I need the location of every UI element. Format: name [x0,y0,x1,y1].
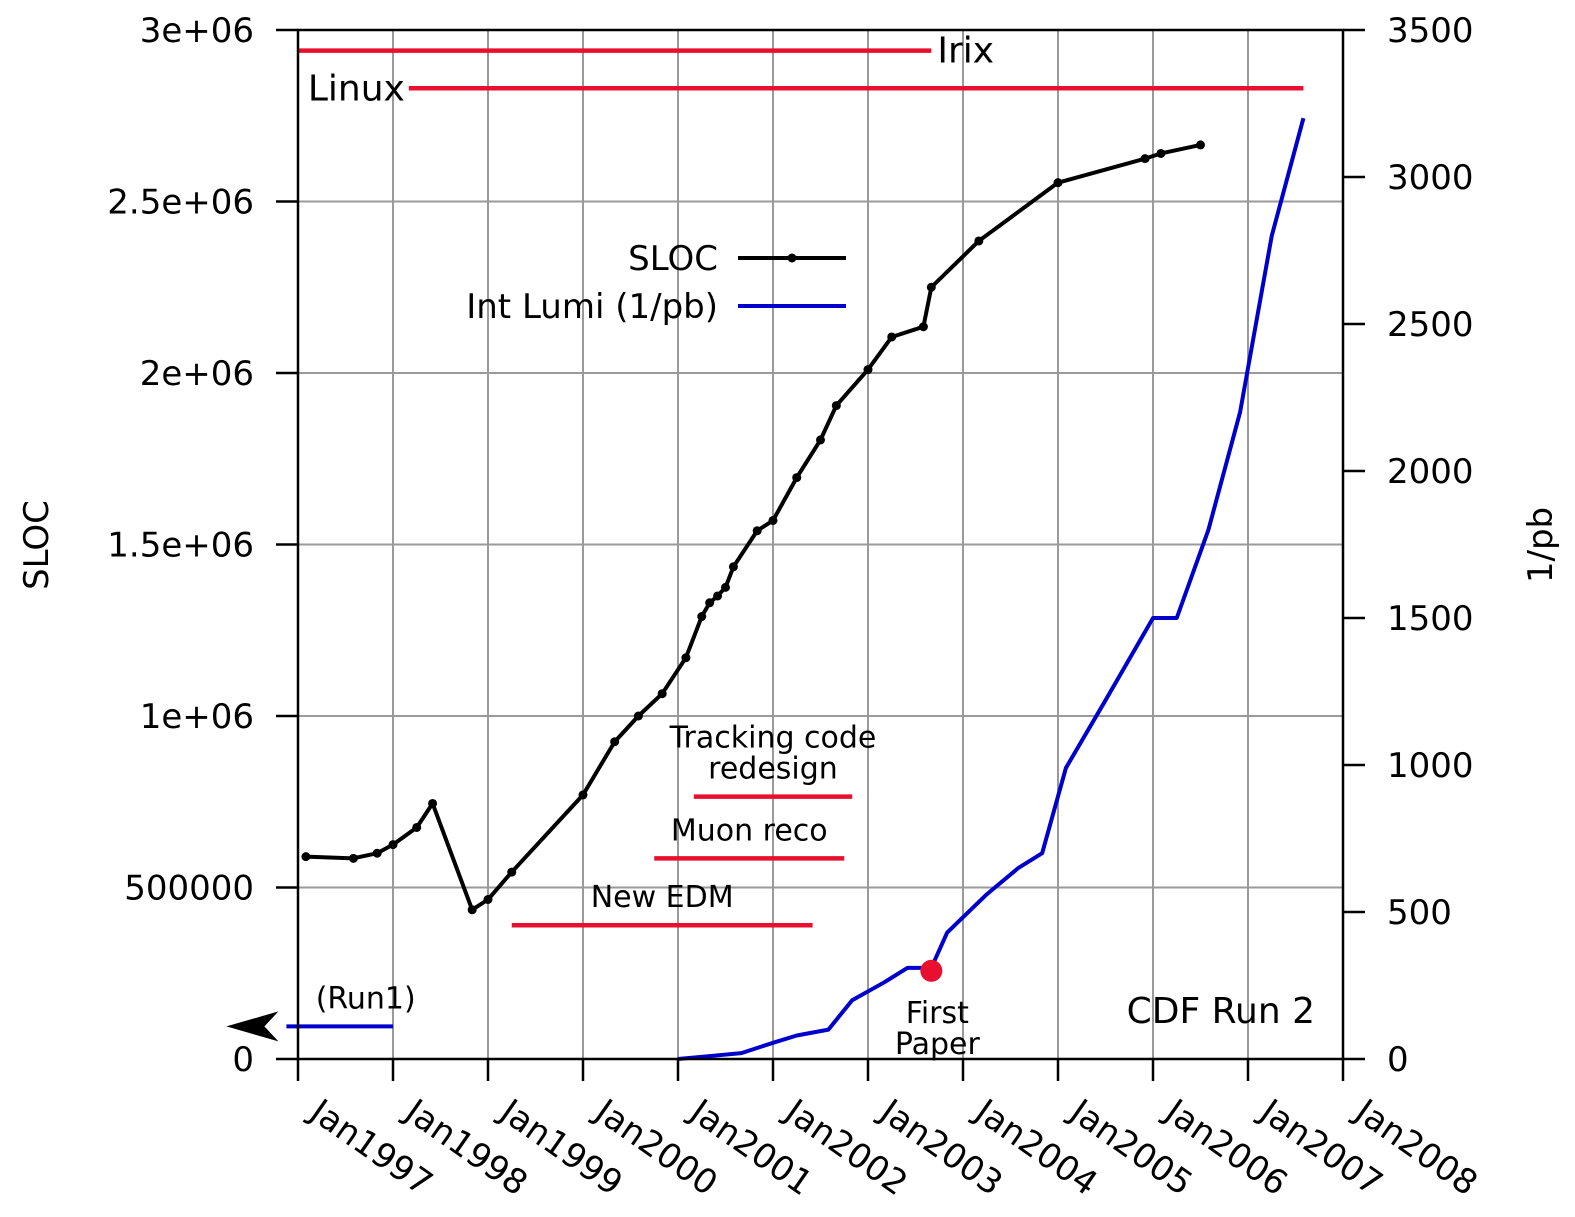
sloc-point [388,840,398,850]
legend-marker [787,253,797,263]
sloc-point [863,365,873,375]
y-left-tick-label: 1.5e+06 [107,526,254,566]
legend: SLOC Int Lumi (1/pb) [466,239,846,327]
int-lumi-1-pb-line [677,117,1306,1061]
sloc-point [1140,154,1150,164]
first-paper-label: First Paper [895,996,981,1062]
sloc-point [372,848,382,858]
first-paper-label-line: First [906,996,969,1031]
tracking-code-redesign-label: Tracking code redesign [669,721,877,787]
sloc-point [681,653,691,663]
y-left-tick-label: 3e+06 [140,11,254,51]
first-paper-marker [920,959,943,982]
y-left-tick-label: 2.5e+06 [107,183,254,223]
sloc-point [697,612,707,622]
new-edm-label-line: New EDM [591,880,734,915]
sloc-point [918,322,928,332]
cdf-run-2-label: CDF Run 2 [1127,991,1315,1032]
sloc-point [831,401,841,411]
run1-label: (Run1) [316,981,416,1016]
arrow-left-icon [226,1011,279,1042]
y-left-tick-label: 0 [232,1040,254,1080]
sloc-point [792,473,802,483]
sloc-point [483,895,493,905]
sloc-point [412,822,422,832]
sloc-point [926,282,936,292]
sloc-point [467,905,477,915]
plot-border [296,28,1345,1061]
irix-label: Irix [937,31,994,72]
first-paper-label-line: Paper [895,1027,981,1062]
y-right-tick-label: 1000 [1387,746,1474,786]
y-right-tick-label: 0 [1387,1040,1409,1080]
y-axis-right-title: 1/pb [1521,507,1561,583]
annotations: First Paper CDF Run 2 [895,959,1315,1062]
sloc-point [301,852,311,862]
y-right-tick-label: 1500 [1387,599,1474,639]
y-right-tick-label: 3000 [1387,158,1474,198]
sloc-point [507,867,517,877]
sloc-point [728,562,738,572]
sloc-point [721,582,730,592]
y-right-tick-label: 500 [1387,893,1452,933]
sloc-point [752,526,762,536]
tracking-code-redesign-label-line: redesign [708,752,838,787]
legend-label: Int Lumi (1/pb) [466,287,718,327]
sloc-point [887,332,897,342]
legend-label: SLOC [628,239,718,279]
sloc-point [428,798,438,808]
y-left-tick-label: 500000 [124,869,254,909]
y-left-tick-label: 1e+06 [140,697,254,737]
sloc-point [1196,140,1205,150]
sloc-point [578,790,588,800]
sloc-point [705,598,715,608]
sloc-point [713,591,723,601]
timeline-bars: Irix Linux Tracking code redesign Muon reco N… [226,31,1304,1042]
y-axis-left-title: SLOC [17,500,57,590]
muon-reco-label-line: Muon reco [671,813,828,848]
sloc-point [768,515,778,525]
new-edm-label: New EDM [591,880,734,915]
sloc-point [657,689,667,699]
sloc-point [610,737,620,747]
plot-frame [276,28,1365,1081]
linux-label: Linux [308,68,405,109]
sloc-point [816,435,825,445]
sloc-point [348,853,358,863]
sloc-point [974,236,984,246]
sloc-point [1156,148,1166,158]
y-right-tick-label: 2000 [1387,452,1474,492]
run1-label-line: (Run1) [316,981,416,1016]
muon-reco-label: Muon reco [671,813,828,848]
y-left-tick-label: 2e+06 [140,354,254,394]
tracking-code-redesign-label-line: Tracking code [669,721,877,756]
sloc-point [1053,178,1063,188]
y-right-tick-label: 3500 [1387,11,1474,51]
sloc-point [633,711,643,721]
y-right-tick-label: 2500 [1387,305,1474,345]
grid [298,30,1343,1059]
data-series [301,117,1306,1061]
